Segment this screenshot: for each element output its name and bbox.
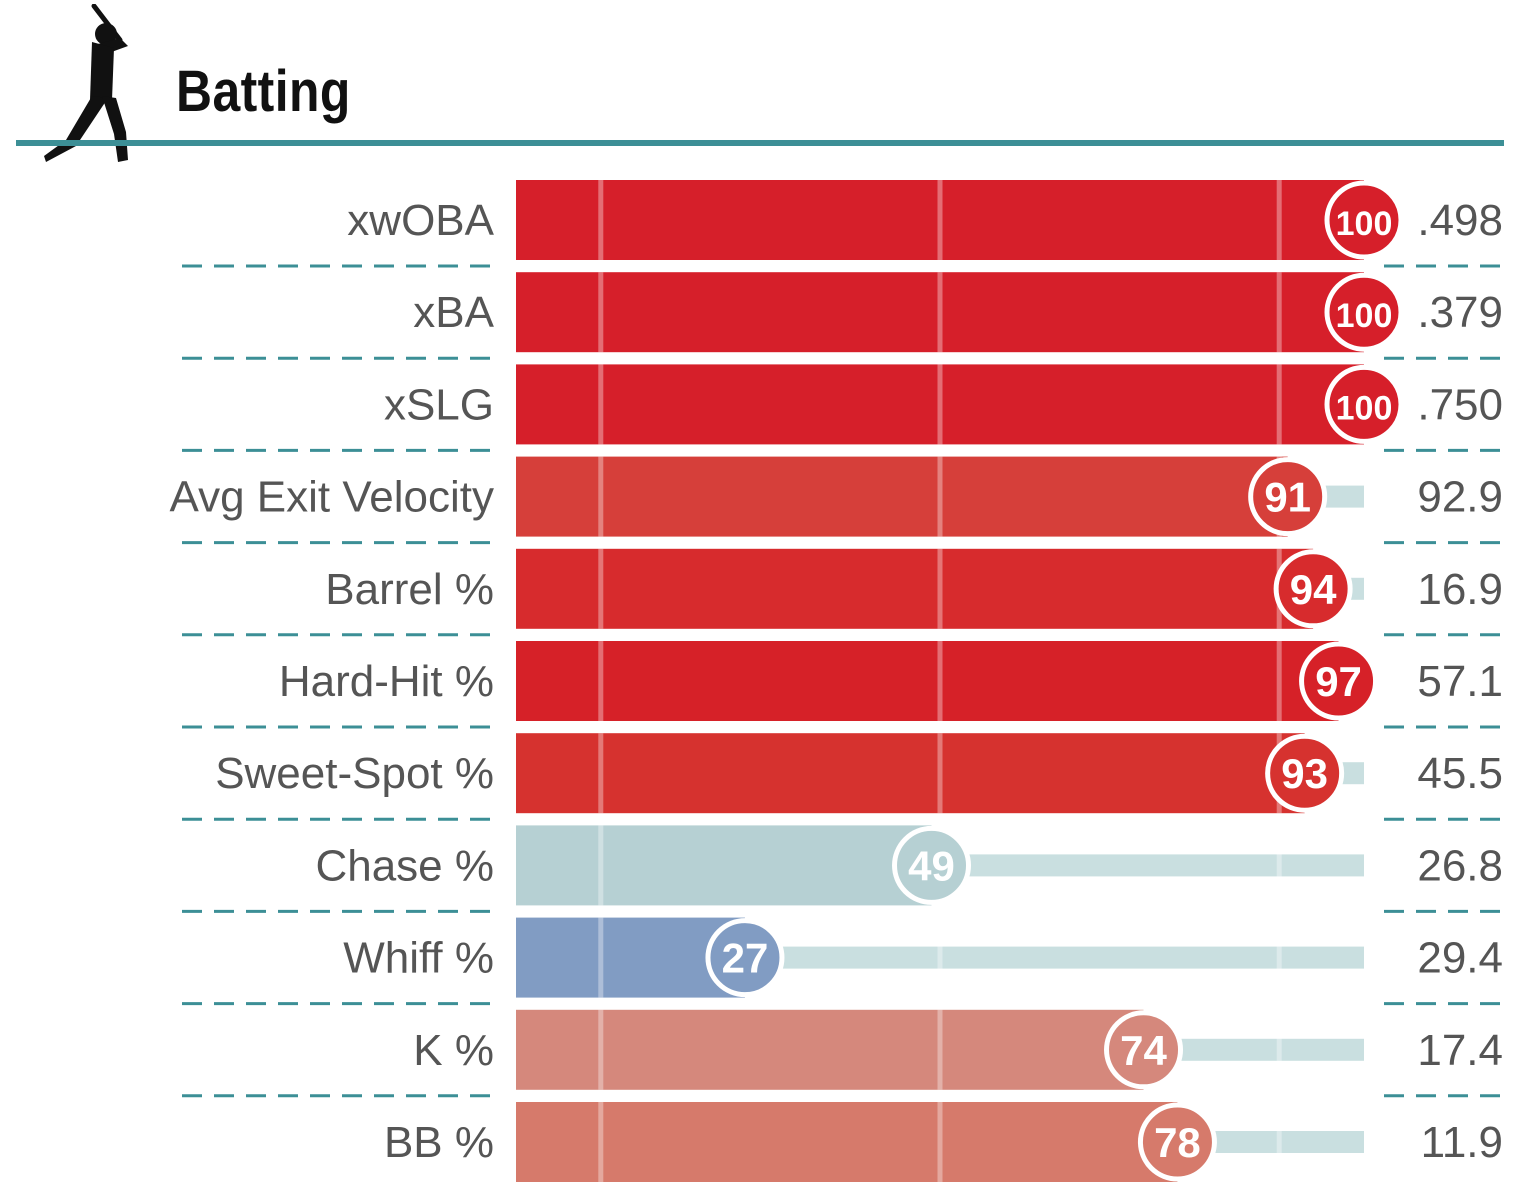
bar-xwoba (516, 180, 1364, 260)
metric-label: K % (413, 1026, 494, 1075)
percentile-marker (1265, 733, 1345, 813)
percentile-marker (1324, 180, 1404, 260)
metric-value: 16.9 (1417, 565, 1503, 614)
percentile-marker (1273, 549, 1353, 629)
metric-label: Chase % (315, 841, 494, 890)
bar-avg-exit-velocity (516, 456, 1288, 537)
percentile-label: 91 (1264, 474, 1311, 521)
bar-chase- (516, 825, 932, 906)
metric-value: .750 (1417, 380, 1503, 429)
percentile-label: 27 (722, 935, 769, 982)
metric-value: 17.4 (1417, 1026, 1503, 1075)
percentile-label: 49 (908, 842, 955, 889)
metric-label: Sweet-Spot % (215, 749, 494, 798)
percentile-marker (892, 825, 972, 905)
percentile-marker (1324, 364, 1404, 444)
header-rule (16, 140, 1504, 146)
percentile-marker (705, 918, 785, 998)
percentile-label: 93 (1281, 750, 1328, 797)
bar-xslg (516, 364, 1364, 445)
metric-value: 11.9 (1421, 1118, 1503, 1167)
percentile-label: 100 (1336, 389, 1393, 427)
section-title: Batting (176, 59, 351, 124)
metric-value: 45.5 (1417, 749, 1503, 798)
metric-value: 26.8 (1417, 841, 1503, 890)
metric-value: 29.4 (1417, 934, 1503, 983)
metric-label: Barrel % (325, 565, 494, 614)
percentile-label: 97 (1315, 658, 1362, 705)
metric-value: 57.1 (1417, 657, 1503, 706)
metric-value: .379 (1417, 288, 1503, 337)
bar-barrel- (516, 548, 1314, 629)
percentile-label: 94 (1290, 566, 1337, 613)
bar-xba (516, 272, 1364, 353)
metric-label: Whiff % (343, 934, 494, 983)
bar-k- (516, 1009, 1144, 1090)
metric-label: xwOBA (347, 196, 494, 245)
percentile-marker (1248, 457, 1328, 537)
percentile-marker (1299, 641, 1379, 721)
metric-label: xSLG (384, 380, 494, 429)
percentile-label: 78 (1154, 1119, 1201, 1166)
percentile-label: 100 (1336, 205, 1393, 243)
percentile-marker (1324, 272, 1404, 352)
bar-hard-hit- (516, 641, 1339, 721)
metric-label: Avg Exit Velocity (170, 473, 494, 522)
metric-label: Hard-Hit % (279, 657, 494, 706)
percentile-label: 100 (1336, 297, 1393, 335)
bar-bb- (516, 1102, 1178, 1182)
metric-label: xBA (413, 288, 494, 337)
metric-label: BB % (384, 1118, 494, 1167)
metric-value: 92.9 (1417, 473, 1503, 522)
bar-sweet-spot- (516, 733, 1305, 814)
percentile-label: 74 (1120, 1027, 1167, 1074)
metric-value: .498 (1417, 196, 1503, 245)
percentile-marker (1104, 1010, 1184, 1090)
percentile-marker (1137, 1102, 1217, 1182)
